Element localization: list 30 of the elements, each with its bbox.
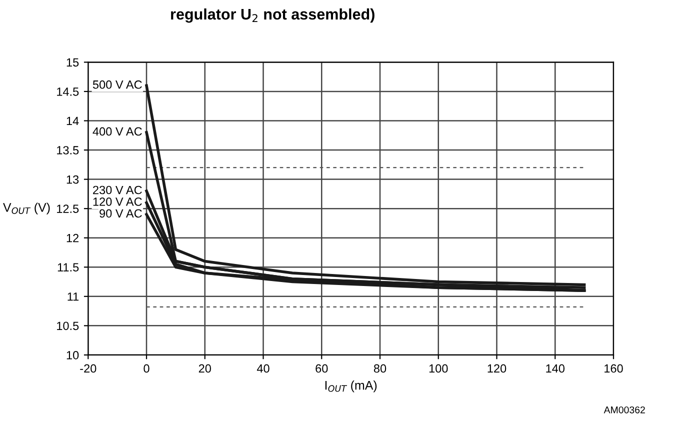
series-label: 400 V AC: [92, 127, 142, 136]
chart-title: regulator U$_{2}$ not assembled): [171, 8, 374, 23]
x-tick-label: 40: [256, 364, 270, 373]
x-tick-label: 60: [316, 364, 328, 373]
y-tick-label: 13: [66, 175, 79, 184]
series-label: 90 V AC: [100, 209, 142, 218]
y-tick-label: 13.5: [57, 146, 79, 154]
y-tick-label: 11: [68, 292, 79, 301]
y-tick-label: 11.5: [58, 263, 79, 272]
x-tick-label: 100: [429, 364, 448, 373]
x-tick-label: 120: [488, 364, 506, 373]
y-tick-label: 10.5: [57, 322, 79, 330]
x-tick-label: 20: [198, 364, 211, 373]
series-label: 120 V AC: [93, 198, 142, 206]
x-tick-label: 80: [374, 364, 386, 373]
y-tick-label: 14: [66, 116, 79, 126]
y-axis-title: V$_{OUT}$ (V): [3, 202, 50, 214]
y-tick-label: 12.5: [57, 204, 79, 213]
x-axis-title: I$_{OUT}$ (mA): [325, 380, 377, 392]
series-label: 230 V AC: [93, 186, 142, 194]
y-tick-label: 12: [66, 234, 79, 242]
x-tick-label: -20: [80, 364, 96, 373]
y-tick-label: 15: [66, 58, 79, 67]
x-tick-label: 160: [604, 364, 623, 373]
x-tick-label: 140: [546, 364, 565, 373]
series-label: 500 V AC: [92, 80, 142, 89]
x-tick-label: 0: [144, 364, 150, 373]
y-tick-label: 10: [66, 350, 79, 360]
text: AM00362: [604, 406, 645, 414]
y-tick-label: 14.5: [57, 88, 79, 96]
